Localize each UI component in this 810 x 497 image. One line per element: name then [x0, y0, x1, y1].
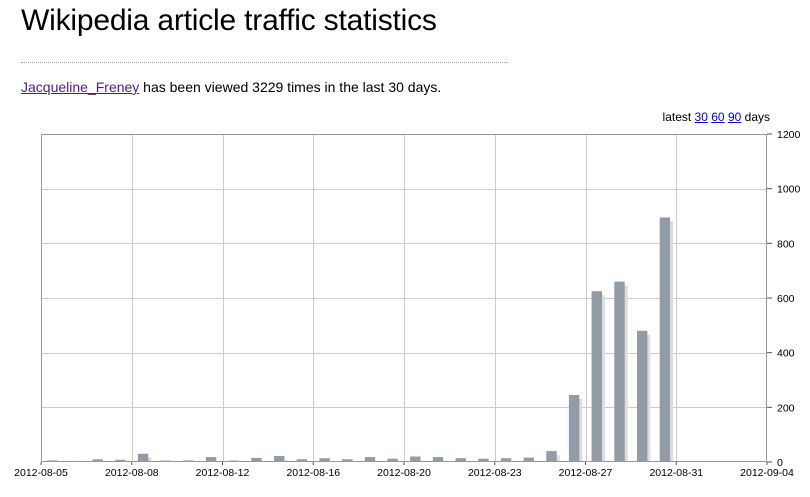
range-90-link[interactable]: 90 — [727, 110, 742, 124]
bar — [137, 453, 149, 462]
y-tick-label: 200 — [777, 402, 795, 414]
y-tick-label: 0 — [777, 457, 783, 469]
y-tick-label: 400 — [777, 348, 795, 360]
bar — [115, 459, 126, 462]
x-tick-label: 2012-08-12 — [196, 467, 250, 479]
x-tick-label: 2012-08-27 — [559, 467, 613, 479]
bar — [342, 459, 353, 462]
bar — [410, 456, 421, 462]
x-tick-label: 2012-08-23 — [468, 467, 522, 479]
y-tick-label: 600 — [777, 293, 795, 305]
y-tick-label: 1000 — [777, 184, 801, 196]
bar — [205, 457, 217, 462]
summary-line: Jacqueline_Freney has been viewed 3229 t… — [21, 79, 441, 95]
bar — [92, 459, 103, 462]
x-tick-label: 2012-08-08 — [105, 467, 159, 479]
bar — [251, 457, 262, 462]
bar — [432, 457, 444, 462]
x-tick-label: 2012-08-16 — [286, 467, 340, 479]
bar — [591, 291, 602, 462]
range-30-link[interactable]: 30 — [694, 110, 708, 124]
bar — [274, 456, 285, 462]
y-tick-label: 800 — [777, 238, 795, 250]
range-suffix: days — [741, 110, 770, 124]
bar — [364, 457, 376, 462]
x-tick-label: 2012-08-20 — [377, 467, 431, 479]
bar — [319, 458, 330, 462]
summary-text: has been viewed 3229 times in the last 3… — [139, 79, 442, 95]
article-link[interactable]: Jacqueline_Freney — [21, 79, 140, 95]
y-tick-label: 1200 — [777, 129, 801, 141]
bar — [387, 458, 398, 462]
bar — [659, 217, 671, 462]
bar — [523, 457, 534, 462]
range-60-link[interactable]: 60 — [711, 110, 725, 124]
bar — [455, 458, 466, 462]
bar — [546, 451, 557, 462]
title-divider — [21, 62, 507, 63]
bar — [568, 395, 580, 462]
x-tick-label: 2012-08-05 — [14, 467, 68, 479]
bar — [637, 330, 648, 462]
range-prefix: latest — [662, 110, 695, 124]
range-selector: latest 30 60 90 days — [663, 110, 770, 124]
x-tick-label: 2012-08-31 — [649, 467, 703, 479]
x-tick-label: 2012-09-04 — [740, 467, 794, 479]
bar — [614, 281, 625, 462]
plot-frame — [41, 134, 767, 462]
bar — [478, 458, 489, 462]
page-title: Wikipedia article traffic statistics — [21, 4, 437, 37]
bar — [296, 459, 308, 462]
bar — [500, 458, 512, 462]
